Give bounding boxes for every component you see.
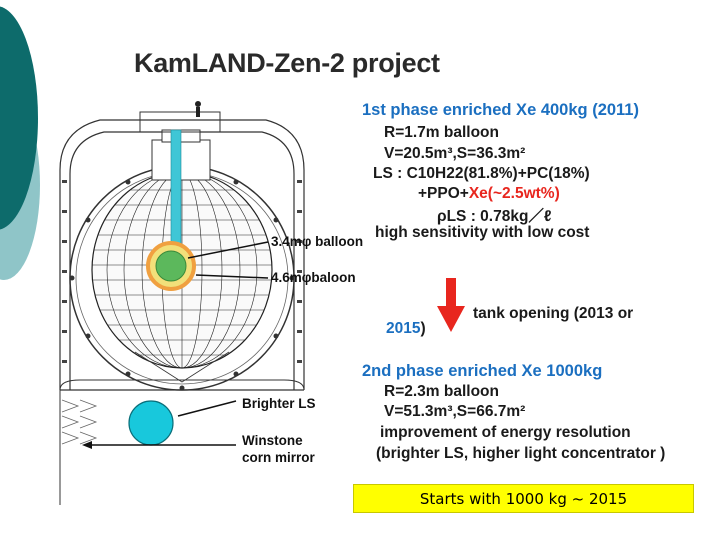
lower-section	[59, 379, 305, 505]
label-winstone: Winstone	[242, 433, 303, 448]
tank-wall-markers	[62, 180, 302, 363]
phase2-heading: 2nd phase enriched Xe 1000kg	[362, 362, 603, 380]
transition-year-line: 2015)	[386, 320, 426, 338]
slide-corner-decoration	[0, 6, 40, 280]
phase2-note: (brighter LS, higher light concentrator …	[376, 445, 666, 462]
label-large-balloon: 4.6mφbaloon	[271, 270, 356, 285]
phase1-note: high sensitivity with low cost	[375, 224, 590, 241]
transition-arrow	[437, 278, 465, 332]
label-brighter-ls: Brighter LS	[242, 396, 316, 411]
phase2-volume: V=51.3m³,S=66.7m²	[384, 403, 526, 420]
chimney-tube	[170, 129, 182, 251]
transition-year: 2015	[386, 320, 421, 337]
bottom-cone	[134, 351, 230, 383]
detector-diagram	[59, 101, 305, 505]
person-icon	[195, 101, 201, 117]
transition-text: tank opening (2013 or	[473, 305, 634, 322]
phase1-radius: R=1.7m balloon	[384, 124, 499, 141]
start-banner: Starts with 1000 kg ~ 2015	[353, 484, 694, 513]
phase1-heading: 1st phase enriched Xe 400kg (2011)	[362, 101, 639, 119]
inner-balloon	[155, 250, 187, 282]
brighter-ls-sphere	[128, 400, 174, 446]
phase2-improvement: improvement of energy resolution	[380, 424, 631, 441]
label-corn-mirror: corn mirror	[242, 450, 315, 465]
phase1-ppo-text: +PPO+	[418, 185, 469, 202]
phase1-xe-fraction: Xe(~2.5wt%)	[468, 185, 560, 202]
phase1-volume: V=20.5m³,S=36.3m²	[384, 145, 526, 162]
transition-close: )	[420, 320, 426, 337]
phase1-ppo: +PPO+Xe(~2.5wt%)	[418, 185, 560, 203]
slide-title: KamLAND-Zen-2 project	[134, 48, 440, 78]
phase1-ls-composition: LS : C10H22(81.8%)+PC(18%)	[373, 165, 590, 182]
winstone-cones	[61, 399, 98, 445]
phase1-density: ρLS : 0.78kg／ℓ	[437, 208, 552, 225]
label-small-balloon: 3.4mφ balloon	[271, 234, 364, 249]
phase2-radius: R=2.3m balloon	[384, 383, 499, 400]
